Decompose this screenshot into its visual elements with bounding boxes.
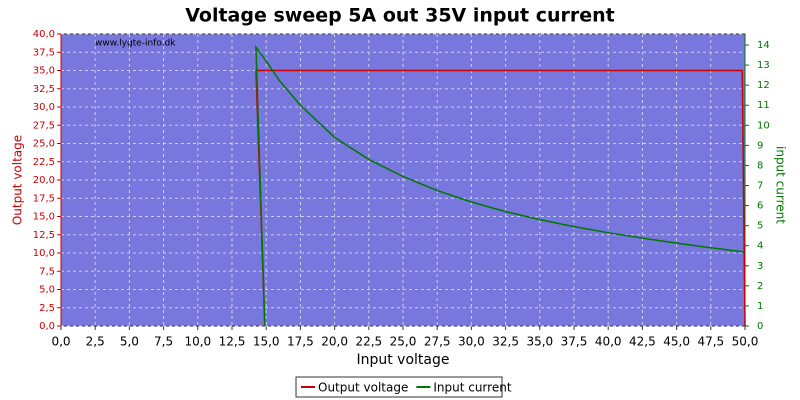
y-tick-label: 2,5	[39, 303, 55, 314]
x-tick-label: 2,5	[86, 335, 105, 349]
x-tick-label: 7,5	[154, 335, 173, 349]
y2-tick-label: 13	[757, 60, 770, 71]
y2-tick-label: 11	[757, 100, 770, 111]
y2-tick-label: 7	[757, 181, 763, 192]
y2-tick-label: 8	[757, 160, 763, 171]
x-tick-label: 17,5	[287, 335, 314, 349]
series-line	[255, 69, 746, 327]
y-tick-label: 40,0	[33, 29, 55, 40]
x-tick-label: 45,0	[663, 335, 690, 349]
x-tick-label: 22,5	[355, 335, 382, 349]
y-axis-label: Output voltage	[11, 135, 25, 225]
x-tick-label: 50,0	[732, 335, 759, 349]
y2-tick-label: 6	[757, 201, 763, 212]
y-tick-label: 17,5	[33, 193, 55, 204]
y-tick-label: 0,0	[39, 321, 55, 332]
x-tick-label: 42,5	[629, 335, 656, 349]
y-tick-label: 32,5	[33, 84, 55, 95]
y-tick-label: 22,5	[33, 157, 55, 168]
legend-label: Input current	[433, 381, 511, 395]
y2-tick-label: 10	[757, 120, 770, 131]
legend	[295, 376, 503, 398]
y-tick-label: 15,0	[33, 212, 55, 223]
y-tick-label: 20,0	[33, 175, 55, 186]
y2-tick-label: 3	[757, 261, 763, 272]
y-tick-label: 27,5	[33, 120, 55, 131]
x-tick-label: 20,0	[321, 335, 348, 349]
x-tick-label: 32,5	[492, 335, 519, 349]
x-tick-label: 30,0	[458, 335, 485, 349]
y2-tick-label: 5	[757, 221, 763, 232]
y-tick-label: 37,5	[33, 47, 55, 58]
x-axis-label: Input voltage	[356, 352, 449, 368]
x-tick-label: 47,5	[697, 335, 724, 349]
y-tick-label: 30,0	[33, 102, 55, 113]
x-tick-label: 37,5	[561, 335, 588, 349]
x-tick-label: 15,0	[253, 335, 280, 349]
x-tick-label: 27,5	[424, 335, 451, 349]
x-tick-label: 12,5	[219, 335, 246, 349]
x-tick-label: 35,0	[526, 335, 553, 349]
y2-tick-label: 0	[757, 321, 763, 332]
y2-tick-label: 12	[757, 80, 770, 91]
series-line	[255, 44, 746, 327]
x-tick-label: 0,0	[51, 335, 70, 349]
y-tick-label: 12,5	[33, 230, 55, 241]
watermark: www.lygte-info.dk	[95, 39, 176, 49]
legend-label: Output voltage	[318, 381, 408, 395]
y2-tick-label: 4	[757, 241, 763, 252]
y-tick-label: 35,0	[33, 66, 55, 77]
x-tick-label: 10,0	[184, 335, 211, 349]
y-tick-label: 25,0	[33, 139, 55, 150]
x-tick-label: 40,0	[595, 335, 622, 349]
y-tick-label: 5,0	[39, 285, 55, 296]
y2-tick-label: 14	[757, 40, 770, 51]
y-tick-label: 10,0	[33, 248, 55, 259]
y2-axis-label: input current	[774, 146, 788, 224]
y2-tick-label: 9	[757, 140, 763, 151]
y2-tick-label: 1	[757, 301, 763, 312]
x-tick-label: 25,0	[390, 335, 417, 349]
y-tick-label: 7,5	[39, 266, 55, 277]
x-tick-label: 5,0	[120, 335, 139, 349]
y2-tick-label: 2	[757, 281, 763, 292]
chart-title: Voltage sweep 5A out 35V input current	[185, 5, 615, 27]
